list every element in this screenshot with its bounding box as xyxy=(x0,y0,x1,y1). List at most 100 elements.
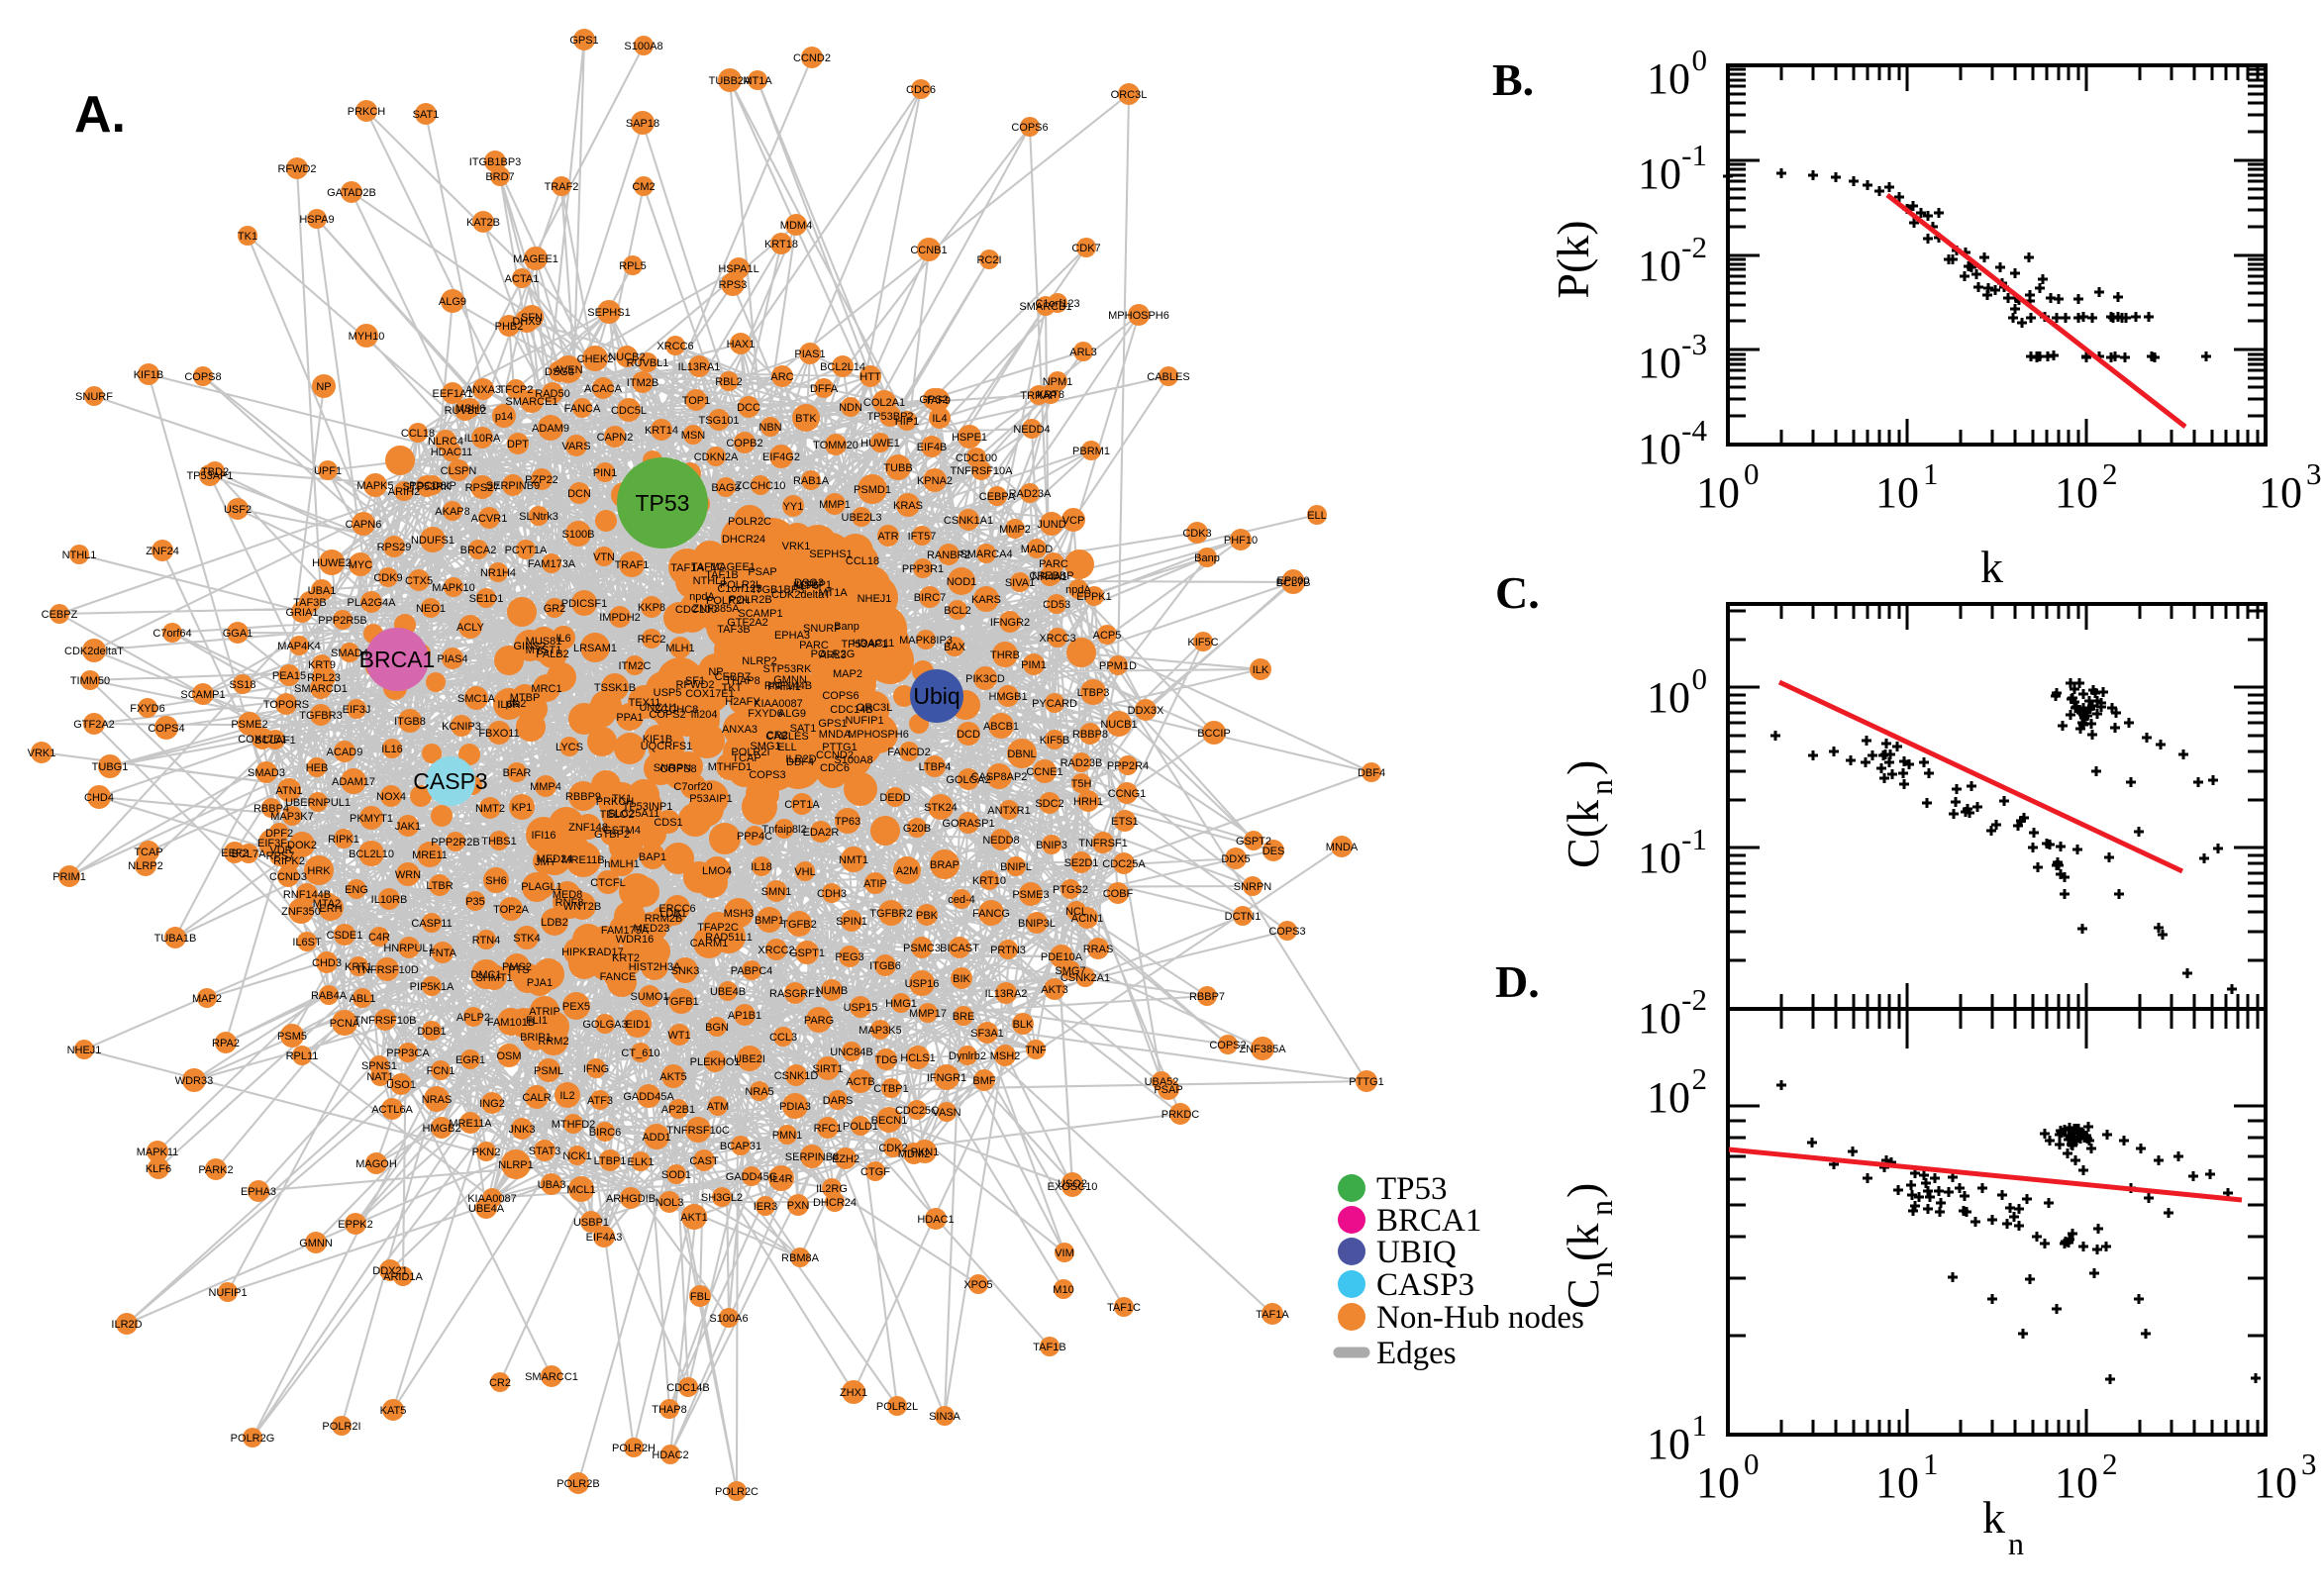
svg-text:BRE: BRE xyxy=(953,1011,975,1023)
svg-text:POLR2L: POLR2L xyxy=(876,1401,918,1413)
svg-text:POLR2C: POLR2C xyxy=(728,516,771,528)
svg-text:ING2: ING2 xyxy=(479,1098,505,1110)
svg-text:CDC6: CDC6 xyxy=(820,762,850,774)
svg-text:HIST2H3A: HIST2H3A xyxy=(629,961,681,973)
svg-text:PTGS2: PTGS2 xyxy=(1053,884,1088,896)
svg-text:TRAF2: TRAF2 xyxy=(545,181,579,193)
svg-text:GPS2: GPS2 xyxy=(919,394,948,406)
svg-text:UPF1: UPF1 xyxy=(314,465,342,477)
svg-text:GSTM4: GSTM4 xyxy=(603,825,641,837)
svg-text:RAD50: RAD50 xyxy=(535,388,569,400)
svg-text:PYCARD: PYCARD xyxy=(1032,698,1077,710)
svg-text:BIK: BIK xyxy=(953,973,970,985)
svg-text:SMARCA4: SMARCA4 xyxy=(960,549,1012,560)
svg-text:EXOSC10: EXOSC10 xyxy=(1048,1181,1098,1193)
svg-text:THAP8: THAP8 xyxy=(725,675,759,687)
svg-text:n: n xyxy=(1583,1261,1619,1277)
svg-text:DDX21: DDX21 xyxy=(372,1265,407,1277)
svg-text:COX17E1: COX17E1 xyxy=(685,688,735,700)
svg-text:SLNtrk3: SLNtrk3 xyxy=(519,511,558,523)
svg-text:CEBPA: CEBPA xyxy=(979,491,1016,503)
svg-text:ERH: ERH xyxy=(319,903,342,915)
svg-text:RFWD2: RFWD2 xyxy=(675,679,714,691)
svg-text:Ubiq: Ubiq xyxy=(913,683,960,709)
svg-text:LYCS: LYCS xyxy=(556,742,583,753)
svg-text:COPS6: COPS6 xyxy=(1011,122,1048,134)
svg-text:CDC25C: CDC25C xyxy=(895,1105,939,1117)
svg-text:-2: -2 xyxy=(1681,230,1707,264)
svg-text:SH6: SH6 xyxy=(485,875,506,887)
svg-text:CEBPZ: CEBPZ xyxy=(715,671,752,683)
svg-text:NOL3: NOL3 xyxy=(656,1197,684,1209)
svg-text:FBL: FBL xyxy=(690,1291,710,1303)
svg-text:HIPK1: HIPK1 xyxy=(561,947,593,958)
svg-text:CCL18: CCL18 xyxy=(846,555,879,567)
svg-text:WDR33: WDR33 xyxy=(175,1075,214,1087)
svg-text:ADD1: ADD1 xyxy=(642,1132,670,1144)
svg-text:IL6ST: IL6ST xyxy=(292,937,322,948)
svg-text:EIF3F: EIF3F xyxy=(257,838,287,849)
svg-text:RUVBL2: RUVBL2 xyxy=(445,405,487,417)
svg-text:IFNG: IFNG xyxy=(583,1063,609,1075)
svg-text:SMARCE1: SMARCE1 xyxy=(505,396,557,408)
svg-text:P(k): P(k) xyxy=(1548,220,1598,298)
svg-text:STAT3: STAT3 xyxy=(529,1146,561,1157)
svg-text:MSH3: MSH3 xyxy=(724,908,755,920)
svg-text:EP300: EP300 xyxy=(1276,575,1309,587)
svg-text:VDR: VDR xyxy=(269,845,292,856)
svg-text:RASGRF1: RASGRF1 xyxy=(769,988,821,1000)
svg-text:NR4A1: NR4A1 xyxy=(1032,571,1066,583)
svg-text:AP2B1: AP2B1 xyxy=(661,1104,695,1116)
svg-text:NBN: NBN xyxy=(758,422,781,434)
svg-text:GADD45G: GADD45G xyxy=(726,1171,778,1183)
svg-text:USBP1: USBP1 xyxy=(796,579,832,591)
svg-text:SNRPN: SNRPN xyxy=(1234,881,1272,893)
svg-text:BCL2: BCL2 xyxy=(944,605,971,617)
svg-text:PARK2: PARK2 xyxy=(198,1164,233,1176)
svg-text:NAT1: NAT1 xyxy=(366,1071,393,1083)
svg-text:KIF5B: KIF5B xyxy=(1040,735,1070,747)
svg-text:USF2: USF2 xyxy=(224,504,252,516)
svg-text:PTTG1: PTTG1 xyxy=(1349,1076,1383,1088)
svg-text:NMT1: NMT1 xyxy=(839,854,868,866)
svg-text:VASN: VASN xyxy=(932,1107,960,1119)
svg-text:BCLAF1: BCLAF1 xyxy=(254,735,296,747)
svg-text:SPNS1: SPNS1 xyxy=(361,1060,397,1072)
svg-text:PRIM1: PRIM1 xyxy=(767,681,801,693)
svg-text:ZHX1: ZHX1 xyxy=(840,1387,867,1399)
svg-text:ACLY: ACLY xyxy=(456,622,485,634)
svg-text:BNIPL: BNIPL xyxy=(1000,861,1032,873)
svg-text:POLR2I: POLR2I xyxy=(322,1421,360,1433)
svg-text:CDKN2A: CDKN2A xyxy=(694,451,739,463)
svg-text:TNF: TNF xyxy=(1025,1045,1047,1056)
svg-text:MYST1: MYST1 xyxy=(526,645,562,656)
svg-text:FXYD6: FXYD6 xyxy=(130,703,164,715)
svg-text:SAT1: SAT1 xyxy=(413,109,440,121)
svg-text:RBL2: RBL2 xyxy=(715,376,743,388)
svg-text:TK1: TK1 xyxy=(612,793,632,805)
svg-text:COPS2: COPS2 xyxy=(649,709,685,721)
svg-text:10: 10 xyxy=(2055,468,2098,517)
svg-text:LTBP4: LTBP4 xyxy=(919,761,952,773)
svg-text:KIF1B: KIF1B xyxy=(134,369,164,381)
svg-text:COPS8: COPS8 xyxy=(659,763,696,775)
svg-text:CDC6: CDC6 xyxy=(906,84,936,96)
svg-text:Banp: Banp xyxy=(1194,552,1220,564)
svg-text:ACAD9: ACAD9 xyxy=(327,747,363,758)
svg-text:MRC1: MRC1 xyxy=(531,683,561,695)
svg-text:RFWD2: RFWD2 xyxy=(277,163,316,175)
svg-text:BAP1: BAP1 xyxy=(639,851,666,863)
svg-text:XRCC6: XRCC6 xyxy=(656,341,693,352)
svg-text:DDB1: DDB1 xyxy=(417,1026,446,1038)
svg-text:ITM2C: ITM2C xyxy=(619,660,652,672)
svg-text:NOD1: NOD1 xyxy=(947,576,977,588)
svg-text:IL4: IL4 xyxy=(932,413,947,425)
svg-text:JNK3: JNK3 xyxy=(509,1124,536,1136)
svg-text:PRTN3: PRTN3 xyxy=(990,945,1026,956)
svg-text:POLR2B: POLR2B xyxy=(729,594,771,606)
svg-text:KIAA0087: KIAA0087 xyxy=(754,698,803,710)
svg-text:NPM1: NPM1 xyxy=(1043,376,1073,388)
svg-text:3: 3 xyxy=(2301,1446,2317,1481)
svg-text:MUS81: MUS81 xyxy=(526,636,562,648)
svg-text:NHEJ1: NHEJ1 xyxy=(858,593,892,605)
